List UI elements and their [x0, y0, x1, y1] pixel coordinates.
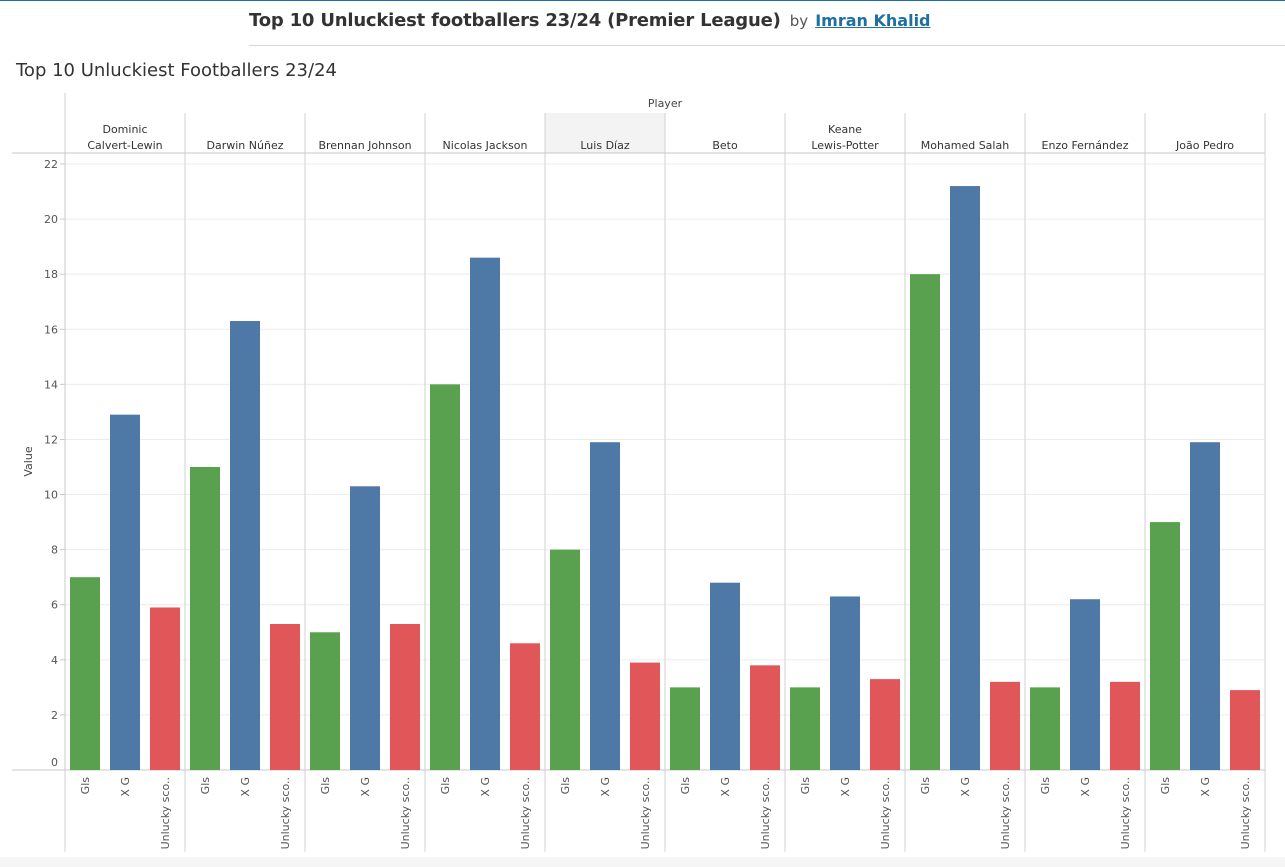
- bar-enzo-fernandez-gls[interactable]: [1030, 687, 1060, 770]
- measure-label-unlucky-sco: Unlucky sco..: [1239, 777, 1252, 849]
- bar-mohamed-salah-x-g[interactable]: [950, 186, 980, 770]
- bar-enzo-fernandez-x-g[interactable]: [1070, 599, 1100, 770]
- y-tick-label: 16: [44, 323, 58, 336]
- player-header-nicolas-jackson[interactable]: Nicolas Jackson: [443, 139, 528, 152]
- y-tick-label: 4: [51, 654, 58, 667]
- measure-label-unlucky-sco: Unlucky sco..: [759, 777, 772, 849]
- bar-keane-lewis-potter-x-g[interactable]: [830, 596, 860, 770]
- measure-label-gls: Gls: [1159, 777, 1172, 795]
- bar-darwin-nunez-x-g[interactable]: [230, 321, 260, 770]
- measure-label-x-g: X G: [599, 777, 612, 797]
- measure-label-gls: Gls: [919, 777, 932, 795]
- author-link[interactable]: Imran Khalid: [815, 11, 931, 30]
- player-header-beto[interactable]: Beto: [712, 139, 738, 152]
- measure-label-gls: Gls: [679, 777, 692, 795]
- bar-nicolas-jackson-x-g[interactable]: [470, 257, 500, 770]
- measure-label-gls: Gls: [1039, 777, 1052, 795]
- measure-label-x-g: X G: [1199, 777, 1212, 797]
- measure-label-unlucky-sco: Unlucky sco..: [519, 777, 532, 849]
- viz-title: Top 10 Unluckiest footballers 23/24 (Pre…: [249, 10, 781, 31]
- y-tick-label: 20: [44, 213, 58, 226]
- measure-label-gls: Gls: [439, 777, 452, 795]
- y-tick-label: 14: [44, 378, 58, 391]
- y-tick-label: 18: [44, 268, 58, 281]
- bar-joao-pedro-gls[interactable]: [1150, 522, 1180, 770]
- viz-header: Top 10 Unluckiest footballers 23/24 (Pre…: [249, 10, 931, 36]
- bar-brennan-johnson-x-g[interactable]: [350, 486, 380, 770]
- measure-label-unlucky-sco: Unlucky sco..: [279, 777, 292, 849]
- column-header-label: Player: [648, 97, 683, 110]
- y-tick-label: 10: [44, 489, 58, 502]
- measure-label-unlucky-sco: Unlucky sco..: [879, 777, 892, 849]
- y-axis-title: Value: [22, 446, 35, 476]
- bar-chart: 0 2 4 6 8 10 12 14 16 18 20 22 Value Player Dominic Cal…: [0, 88, 1285, 858]
- bar-brennan-johnson-unlucky-sco[interactable]: [390, 624, 420, 770]
- sheet-title: Top 10 Unluckiest Footballers 23/24: [16, 60, 337, 81]
- bar-enzo-fernandez-unlucky-sco[interactable]: [1110, 681, 1140, 770]
- bar-beto-x-g[interactable]: [710, 582, 740, 770]
- bar-keane-lewis-potter-gls[interactable]: [790, 687, 820, 770]
- measure-label-unlucky-sco: Unlucky sco..: [1119, 777, 1132, 849]
- bar-dominic-calvert-lewin-gls[interactable]: [70, 577, 100, 770]
- bar-nicolas-jackson-gls[interactable]: [430, 384, 460, 770]
- measure-label-gls: Gls: [319, 777, 332, 795]
- player-header-brennan-johnson[interactable]: Brennan Johnson: [318, 139, 411, 152]
- player-header-dominic-calvert-lewin[interactable]: Dominic Calvert-Lewin: [87, 123, 162, 152]
- bar-dominic-calvert-lewin-unlucky-sco[interactable]: [150, 607, 180, 770]
- bar-luis-diaz-x-g[interactable]: [590, 442, 620, 770]
- bar-mohamed-salah-unlucky-sco[interactable]: [990, 681, 1020, 770]
- bar-luis-diaz-unlucky-sco[interactable]: [630, 662, 660, 770]
- bar-nicolas-jackson-unlucky-sco[interactable]: [510, 643, 540, 770]
- measure-label-x-g: X G: [119, 777, 132, 797]
- measure-label-gls: Gls: [559, 777, 572, 795]
- player-header-mohamed-salah[interactable]: Mohamed Salah: [921, 139, 1009, 152]
- player-header-luis-diaz[interactable]: Luis Díaz: [580, 139, 629, 152]
- highlighted-header-cell: [545, 113, 665, 153]
- measure-label-x-g: X G: [719, 777, 732, 797]
- bar-darwin-nunez-unlucky-sco[interactable]: [270, 624, 300, 770]
- y-tick-label: 2: [51, 709, 58, 722]
- y-tick-label: 6: [51, 599, 58, 612]
- measure-label-x-g: X G: [479, 777, 492, 797]
- measure-label-gls: Gls: [799, 777, 812, 795]
- bar-beto-gls[interactable]: [670, 687, 700, 770]
- byline: by: [789, 12, 809, 30]
- measure-label-unlucky-sco: Unlucky sco..: [639, 777, 652, 849]
- measure-label-unlucky-sco: Unlucky sco..: [999, 777, 1012, 849]
- bar-luis-diaz-gls[interactable]: [550, 549, 580, 770]
- measure-label-gls: Gls: [79, 777, 92, 795]
- y-tick-label: 8: [51, 544, 58, 557]
- bar-darwin-nunez-gls[interactable]: [190, 467, 220, 770]
- measure-label-x-g: X G: [839, 777, 852, 797]
- bar-joao-pedro-x-g[interactable]: [1190, 442, 1220, 770]
- bar-dominic-calvert-lewin-x-g[interactable]: [110, 414, 140, 770]
- player-header-joao-pedro[interactable]: João Pedro: [1175, 139, 1234, 152]
- y-tick-label: 0: [51, 756, 58, 769]
- measure-label-unlucky-sco: Unlucky sco..: [159, 777, 172, 849]
- chart-svg: 0 2 4 6 8 10 12 14 16 18 20 22 Value Player Dominic Cal…: [12, 93, 1266, 852]
- bar-keane-lewis-potter-unlucky-sco[interactable]: [870, 679, 900, 770]
- measure-label-unlucky-sco: Unlucky sco..: [399, 777, 412, 849]
- top-accent-line: [0, 0, 1285, 1]
- header-divider: [249, 45, 1285, 46]
- bar-joao-pedro-unlucky-sco[interactable]: [1230, 690, 1260, 770]
- measure-label-x-g: X G: [959, 777, 972, 797]
- player-header-keane-lewis-potter[interactable]: Keane Lewis-Potter: [811, 123, 879, 152]
- measure-label-x-g: X G: [359, 777, 372, 797]
- player-header-enzo-fernandez[interactable]: Enzo Fernández: [1042, 139, 1129, 152]
- bar-brennan-johnson-gls[interactable]: [310, 632, 340, 770]
- y-tick-label: 12: [44, 433, 58, 446]
- y-tick-label: 22: [44, 158, 58, 171]
- measure-label-gls: Gls: [199, 777, 212, 795]
- measure-label-x-g: X G: [1079, 777, 1092, 797]
- measure-label-x-g: X G: [239, 777, 252, 797]
- bar-beto-unlucky-sco[interactable]: [750, 665, 780, 770]
- bar-mohamed-salah-gls[interactable]: [910, 274, 940, 770]
- footer-bar: [0, 857, 1285, 867]
- player-header-darwin-nunez[interactable]: Darwin Núñez: [207, 139, 284, 152]
